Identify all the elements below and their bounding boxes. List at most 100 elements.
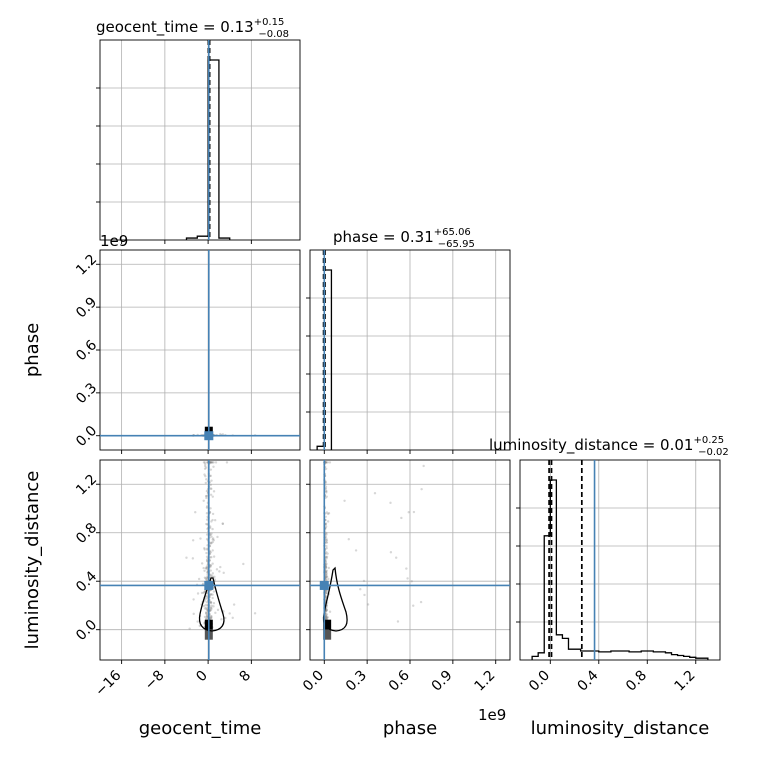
sample-point bbox=[205, 566, 209, 569]
sample-point bbox=[210, 574, 213, 577]
sample-point bbox=[363, 593, 366, 597]
sample-point bbox=[324, 575, 328, 579]
sample-point bbox=[211, 538, 214, 541]
sample-point bbox=[209, 608, 213, 612]
sample-point bbox=[203, 467, 207, 471]
sample-point bbox=[205, 506, 209, 509]
sample-point bbox=[396, 620, 400, 623]
sample-point bbox=[325, 591, 328, 595]
sample-point bbox=[221, 522, 225, 526]
y-tick-label: 0.0 bbox=[73, 617, 100, 644]
sample-point bbox=[210, 541, 213, 545]
sample-point bbox=[209, 541, 213, 544]
sample-point bbox=[204, 466, 208, 469]
sample-point bbox=[326, 520, 330, 523]
x-tick-label: 0.0 bbox=[526, 668, 553, 695]
sample-point bbox=[325, 589, 329, 593]
sample-point bbox=[209, 593, 212, 596]
panel-distance-hist bbox=[519, 459, 721, 661]
sample-point bbox=[354, 549, 358, 552]
sample-point bbox=[206, 547, 209, 550]
sample-point bbox=[205, 555, 209, 558]
sample-point bbox=[324, 595, 328, 598]
sample-point bbox=[325, 591, 328, 594]
sample-point bbox=[325, 540, 328, 544]
sample-point bbox=[325, 616, 329, 620]
sample-point bbox=[324, 487, 327, 491]
sample-point bbox=[212, 537, 215, 540]
sample-point bbox=[212, 465, 215, 468]
sample-point bbox=[325, 608, 329, 611]
sample-point bbox=[205, 608, 209, 611]
sample-point bbox=[324, 609, 328, 612]
sample-point bbox=[325, 531, 328, 535]
sample-point bbox=[324, 555, 328, 559]
sample-point bbox=[210, 461, 213, 464]
y-tick-label: 1.2 bbox=[73, 471, 100, 498]
sample-point bbox=[211, 596, 214, 600]
sample-point bbox=[325, 575, 329, 579]
sample-point bbox=[204, 475, 207, 478]
sample-point bbox=[205, 614, 209, 617]
sample-point bbox=[324, 615, 328, 619]
sample-point bbox=[204, 603, 207, 607]
sample-point bbox=[205, 614, 209, 618]
sample-point bbox=[203, 569, 206, 572]
sample-point bbox=[205, 496, 208, 500]
x-tick-label: 0.6 bbox=[386, 667, 413, 694]
panel-distance-vs-geocent_time bbox=[99, 459, 301, 661]
sample-point bbox=[213, 578, 216, 581]
offset-label-phase-y: 1e9 bbox=[100, 232, 128, 250]
y-tick-label: 0.3 bbox=[73, 380, 100, 407]
sample-point bbox=[216, 608, 220, 612]
sample-point bbox=[212, 490, 216, 493]
sample-point bbox=[324, 560, 327, 563]
sample-point bbox=[205, 461, 209, 464]
sample-point bbox=[209, 569, 212, 572]
sample-point bbox=[210, 520, 213, 523]
sample-point bbox=[191, 539, 195, 542]
sample-point bbox=[205, 577, 208, 581]
sample-point bbox=[203, 576, 207, 579]
sample-point bbox=[228, 612, 231, 615]
sample-point bbox=[325, 615, 328, 618]
contour-distance-vs-time bbox=[198, 577, 225, 632]
sample-point bbox=[328, 610, 332, 613]
sample-point bbox=[203, 548, 206, 551]
sample-point bbox=[205, 577, 209, 580]
sample-point bbox=[324, 570, 328, 574]
sample-point bbox=[211, 512, 215, 516]
sample-point bbox=[325, 511, 329, 514]
sample-point bbox=[205, 494, 208, 498]
sample-point bbox=[219, 432, 222, 436]
sample-point bbox=[326, 461, 329, 464]
sample-point bbox=[326, 512, 330, 516]
sample-point bbox=[326, 552, 329, 555]
sample-point bbox=[209, 461, 212, 464]
sample-point bbox=[202, 566, 205, 570]
sample-point bbox=[324, 578, 328, 581]
sample-point bbox=[212, 590, 216, 593]
x-tick-label: −8 bbox=[142, 668, 168, 694]
sample-point bbox=[205, 505, 209, 508]
sample-point bbox=[206, 575, 209, 578]
sample-point bbox=[328, 461, 332, 464]
contour-distance-vs-phase bbox=[322, 566, 348, 632]
sample-point bbox=[206, 527, 209, 531]
sample-point bbox=[220, 618, 223, 621]
sample-point bbox=[206, 523, 209, 526]
sample-point bbox=[406, 577, 409, 580]
offset-label-phase-x: 1e9 bbox=[478, 706, 506, 724]
sample-point bbox=[205, 608, 208, 611]
y-tick-label: 1.2 bbox=[73, 251, 100, 278]
sample-point bbox=[210, 532, 213, 535]
sample-point bbox=[410, 580, 413, 583]
sample-point bbox=[325, 574, 328, 577]
sample-point bbox=[205, 512, 209, 515]
sample-point bbox=[192, 612, 195, 616]
sample-point bbox=[324, 561, 327, 564]
sample-point bbox=[324, 615, 328, 618]
sample-point bbox=[389, 501, 392, 505]
sample-point bbox=[221, 433, 225, 436]
sample-point bbox=[212, 461, 215, 464]
